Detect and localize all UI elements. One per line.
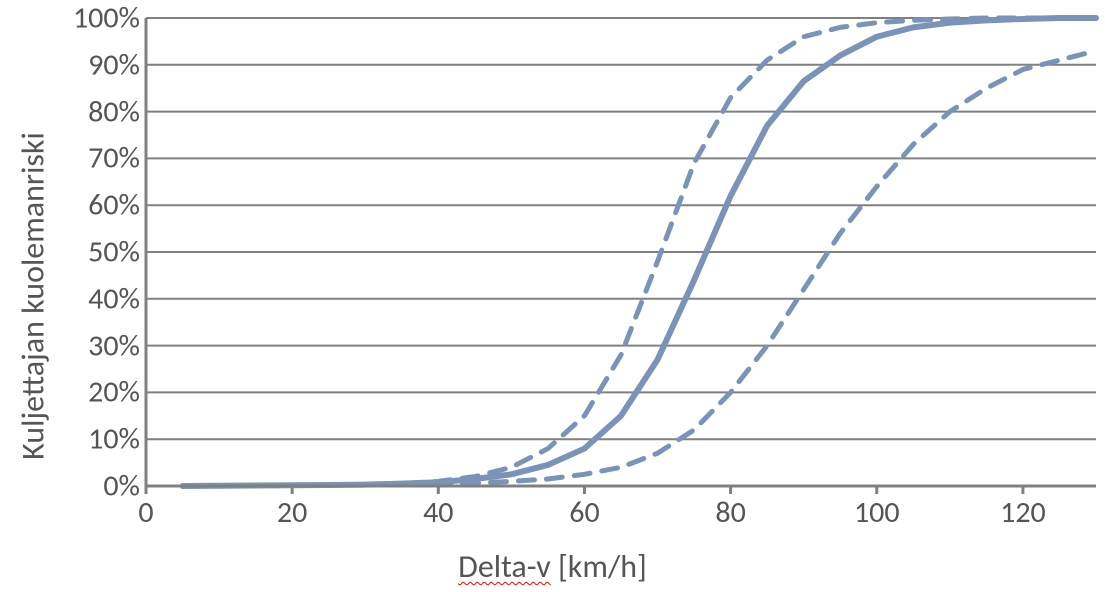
chart-container: Kuljettajan kuolemanriski Delta-v [km/h]… (0, 0, 1105, 592)
x-tick-label: 80 (715, 486, 745, 531)
y-tick-label: 90% (88, 46, 146, 83)
y-axis-title: Kuljettajan kuolemanriski (13, 132, 52, 460)
y-tick-label: 60% (88, 187, 146, 224)
x-tick-label: 0 (138, 486, 153, 531)
x-tick-label: 40 (423, 486, 453, 531)
y-tick-label: 20% (88, 374, 146, 411)
x-tick-label: 100 (854, 486, 900, 531)
y-tick-label: 100% (73, 0, 146, 37)
series-upper-bound (183, 51, 1096, 486)
y-tick-label: 50% (88, 234, 146, 271)
y-tick-label: 30% (88, 327, 146, 364)
x-axis-title-unit: [km/h] (551, 547, 647, 586)
y-tick-label: 40% (88, 280, 146, 317)
x-tick-label: 60 (569, 486, 599, 531)
x-tick-label: 120 (1000, 486, 1046, 531)
x-tick-label: 20 (277, 486, 307, 531)
y-tick-label: 80% (88, 93, 146, 130)
plot-area: 0%10%20%30%40%50%60%70%80%90%100%0204060… (146, 18, 1096, 486)
y-tick-label: 10% (88, 421, 146, 458)
plot-svg (146, 18, 1096, 486)
y-tick-label: 70% (88, 140, 146, 177)
x-axis-title-word: Delta-v (458, 547, 551, 586)
x-axis-title: Delta-v [km/h] (0, 547, 1105, 586)
